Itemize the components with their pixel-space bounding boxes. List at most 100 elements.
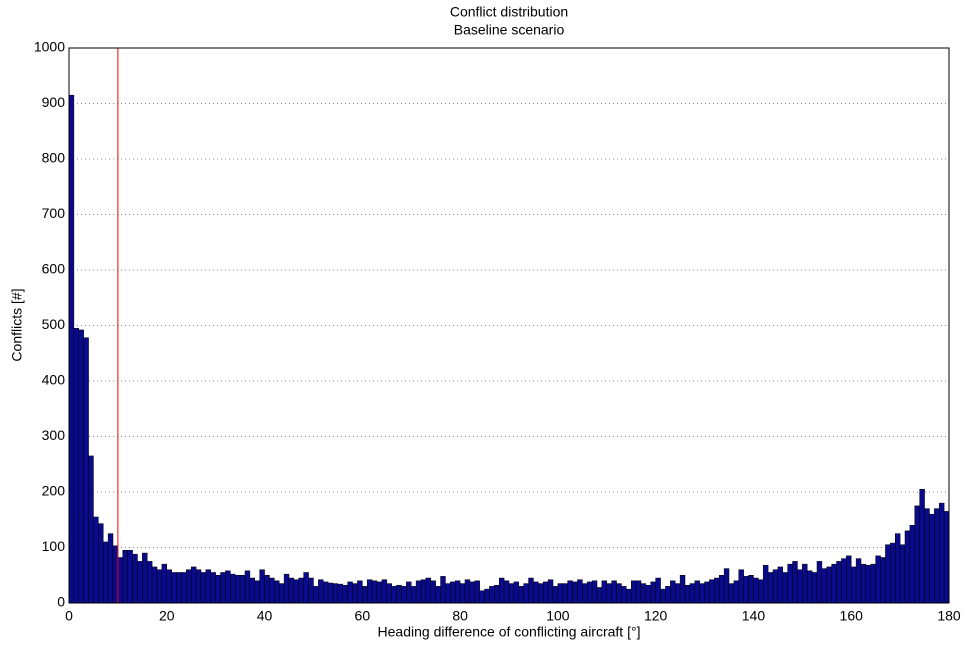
bar — [523, 583, 529, 604]
bar — [777, 566, 784, 604]
bar — [112, 545, 119, 604]
bar — [508, 583, 515, 604]
bar — [454, 580, 461, 604]
bar — [762, 565, 769, 604]
bar — [225, 570, 231, 604]
bar — [498, 577, 505, 604]
bar — [420, 579, 427, 604]
bar — [577, 579, 583, 604]
bar — [753, 577, 759, 604]
bar — [186, 569, 192, 604]
bar — [684, 584, 691, 604]
bar — [924, 508, 930, 604]
bar — [860, 563, 867, 604]
bar — [689, 583, 696, 604]
y-tick-label: 600 — [42, 261, 66, 277]
bar — [459, 583, 466, 604]
bar — [797, 569, 803, 604]
bar — [313, 586, 319, 604]
bar — [596, 587, 603, 604]
bar — [880, 557, 886, 604]
bar — [318, 579, 324, 604]
bar — [464, 579, 471, 604]
bar — [787, 563, 793, 604]
bar — [357, 580, 363, 604]
bar — [239, 575, 246, 604]
bar — [748, 575, 754, 604]
bar — [122, 550, 128, 604]
bar — [557, 583, 564, 604]
bar — [107, 533, 114, 604]
bar — [709, 579, 715, 604]
bar — [767, 572, 774, 604]
bar — [670, 580, 676, 604]
bar — [806, 570, 813, 604]
bar — [533, 581, 539, 604]
bar — [733, 580, 740, 604]
y-tick-label: 100 — [42, 538, 66, 554]
bar — [88, 455, 94, 604]
bar — [934, 508, 940, 604]
bar — [484, 588, 490, 604]
bar — [142, 552, 148, 604]
bar — [562, 583, 568, 604]
bar — [660, 588, 666, 604]
bar — [215, 575, 221, 604]
bar — [875, 555, 881, 604]
y-tick-label: 500 — [42, 316, 66, 332]
bar — [547, 579, 554, 604]
bar — [293, 579, 300, 604]
bar — [249, 577, 256, 604]
bar — [552, 586, 559, 604]
x-axis-label: Heading difference of conflicting aircra… — [378, 624, 641, 640]
bar — [166, 569, 172, 604]
bar — [674, 583, 681, 604]
bar — [699, 583, 705, 604]
x-tick-label: 140 — [742, 608, 766, 624]
x-tick-label: 80 — [452, 608, 468, 624]
bar — [274, 580, 280, 604]
bar — [102, 541, 109, 604]
bar — [151, 566, 158, 604]
x-tick-label: 0 — [65, 608, 73, 624]
chart-subtitle: Baseline scenario — [454, 22, 565, 38]
bar — [230, 573, 236, 604]
bar — [816, 561, 823, 604]
bar — [938, 502, 945, 604]
bar — [381, 579, 388, 604]
y-tick-label: 800 — [42, 150, 66, 166]
bar — [430, 580, 436, 604]
bar — [366, 579, 373, 604]
x-tick-label: 120 — [644, 608, 668, 624]
bar — [821, 568, 828, 604]
bar — [244, 570, 251, 604]
bar — [655, 577, 661, 604]
bar — [865, 565, 872, 604]
bar — [391, 586, 397, 604]
bar — [264, 575, 270, 604]
bar — [410, 586, 417, 604]
x-tick-label: 20 — [159, 608, 175, 624]
y-axis-label: Conflicts [#] — [9, 288, 25, 361]
bar — [283, 573, 290, 604]
bar — [870, 563, 876, 604]
bar — [914, 505, 920, 604]
bar — [117, 557, 124, 604]
x-tick-label: 60 — [355, 608, 371, 624]
bar — [259, 569, 265, 604]
bar — [704, 581, 710, 604]
bar — [98, 523, 104, 604]
y-tick-label: 900 — [42, 94, 66, 110]
bar — [538, 583, 544, 604]
bar — [909, 525, 916, 604]
bar — [929, 513, 935, 604]
bar — [630, 580, 637, 604]
bar — [919, 488, 925, 604]
bar — [528, 577, 534, 604]
bar — [718, 575, 725, 604]
bar — [503, 580, 510, 604]
bar — [723, 568, 730, 604]
bar — [362, 586, 368, 604]
bar — [73, 328, 80, 604]
